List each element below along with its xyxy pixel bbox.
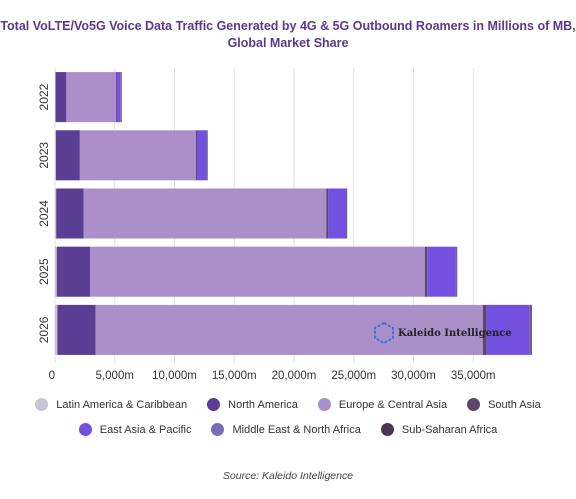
bar-segment [529,304,531,355]
bar-segment [346,188,348,239]
bar-segment [55,72,67,123]
legend-label: Europe & Central Asia [338,398,448,411]
x-tick-label: 0 [49,370,55,382]
bar-segment [207,130,208,181]
bar-segment [55,130,56,181]
bar-segment [55,246,57,297]
legend-label: Middle East & North Africa [232,423,361,436]
bar-segment [55,188,57,239]
bar-segment [83,188,327,239]
bar-segment [95,304,483,355]
watermark-text: Kaleido Intelligence [398,327,512,339]
bar-segment [55,72,56,123]
y-category-label: 2025 [37,258,51,285]
bar-segment [57,304,96,355]
bar-segment [206,130,208,181]
bar-segment [482,304,487,355]
legend-label: Latin America & Caribbean [56,398,188,411]
bar-segment [55,130,80,181]
bar-segment [455,246,457,297]
legend-swatch [78,423,92,436]
legend-label: Sub-Saharan Africa [401,423,498,436]
x-tick-label: 15,000m [212,370,257,382]
legend-swatch [380,423,394,436]
bar-segment [55,304,58,355]
legend-item: Europe & Central Asia [317,398,448,411]
x-tick-label: 20,000m [272,370,317,382]
bar-segment [115,72,117,123]
bar-segment [56,246,91,297]
bar-segment [345,188,347,239]
bar-segment [424,246,428,297]
legend-swatch [467,398,481,411]
bar-segment [328,188,346,239]
x-tick-label: 10,000m [152,370,197,382]
bar-segment [79,130,196,181]
bar-segment [120,72,122,123]
bar-segment [195,130,197,181]
y-category-label: 2023 [37,142,51,169]
legend-item: North America [207,398,298,411]
bar-segment [530,304,532,355]
legend-item: Middle East & North Africa [211,423,361,436]
bar-segment [427,246,456,297]
bar-segment [486,304,530,355]
bar-segment [121,72,122,123]
watermark: Kaleido Intelligence [374,322,512,344]
legend-swatch [317,398,331,411]
legend-label: East Asia & Pacific [99,423,192,436]
legend-swatch [35,398,49,411]
legend-label: North America [228,398,298,411]
x-tick-label: 25,000m [331,370,376,382]
legend-item: Latin America & Caribbean [35,398,187,411]
y-category-label: 2024 [37,200,51,227]
y-category-label: 2022 [37,83,51,110]
legend-row: East Asia & Pacific Middle East & North A… [0,423,576,436]
legend-swatch [211,423,225,436]
legend-swatch [207,398,221,411]
legend-item: East Asia & Pacific [78,423,192,436]
hexagon-logo-icon [374,322,394,344]
bar-segment [66,72,116,123]
x-tick-label: 35,000m [451,370,496,382]
x-tick-label: 30,000m [391,370,436,382]
bar-segment [326,188,329,239]
bar-segment [196,130,207,181]
chart-title: Total VoLTE/Vo5G Voice Data Traffic Gene… [0,19,576,50]
legend-label: South Asia [488,398,541,411]
legend-item: Sub-Saharan Africa [380,423,498,436]
y-category-label: 2026 [37,316,51,343]
source-note: Source: Kaleido Intelligence [222,470,354,482]
bar-segment [56,188,84,239]
legend-row: Latin America & Caribbean North America Eu… [0,398,576,411]
bar-segment [90,246,425,297]
bar-segment [456,246,458,297]
x-tick-label: 5,000m [96,370,134,382]
bar-segment [116,72,121,123]
legend: Latin America & Caribbean North America Eu… [0,398,576,448]
legend-item: South Asia [467,398,541,411]
